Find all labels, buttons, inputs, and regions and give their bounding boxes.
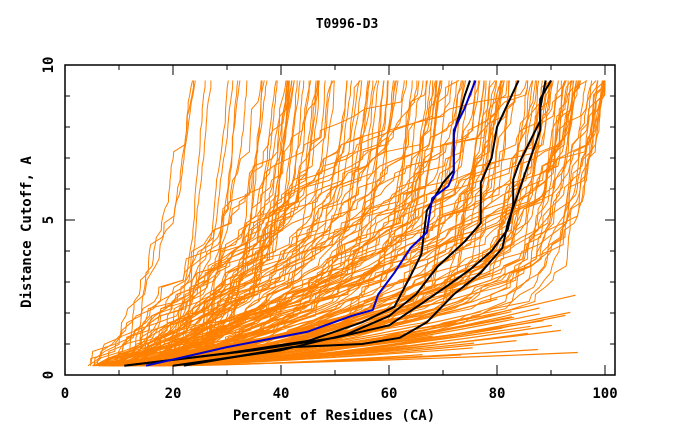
background-model-curve — [169, 80, 487, 367]
background-model-curve — [150, 80, 606, 367]
background-model-curve — [98, 80, 334, 367]
background-model-curve — [152, 80, 268, 367]
background-model-curve — [106, 80, 569, 367]
black-model-4-curve — [183, 80, 547, 367]
background-model-curve — [124, 80, 597, 367]
background-model-curve — [118, 80, 428, 366]
background-model-curve — [93, 80, 418, 367]
background-model-curve — [111, 80, 588, 367]
background-model-curve — [160, 80, 579, 367]
background-model-curve — [154, 80, 301, 366]
background-model-curve — [130, 80, 287, 366]
background-model-curve — [143, 80, 572, 367]
x-tick-label: 0 — [61, 386, 69, 402]
background-model-curve — [164, 80, 577, 367]
y-axis-label: Distance Cutoff, A — [19, 156, 35, 308]
background-model-curve — [196, 80, 310, 367]
background-model-curve — [111, 80, 504, 367]
background-model-curve — [98, 80, 604, 367]
background-model-curve — [176, 80, 293, 366]
background-model-curve — [119, 80, 606, 367]
background-model-curve — [121, 80, 196, 366]
x-axis-label: Percent of Residues (CA) — [233, 408, 435, 424]
x-axis: 0 20 40 60 80 100 — [61, 65, 618, 402]
background-model-curve — [169, 80, 363, 367]
background-model-curve — [186, 80, 508, 367]
background-model-curve — [100, 315, 269, 367]
background-model-curve — [143, 340, 517, 367]
x-tick-label: 100 — [592, 386, 617, 402]
background-model-curve — [124, 80, 361, 367]
background-model-curve — [123, 80, 194, 366]
background-model-curve — [112, 80, 278, 367]
background-model-curve — [158, 80, 437, 367]
background-model-curve — [169, 80, 547, 367]
background-model-curve — [87, 80, 290, 367]
background-model-curve — [154, 80, 434, 367]
background-model-curve — [97, 299, 292, 367]
highlighted-model-curves — [124, 79, 552, 367]
background-model-curve — [104, 80, 399, 366]
y-tick-label: 10 — [41, 57, 57, 74]
background-model-curve — [141, 80, 518, 367]
background-model-curve — [168, 80, 606, 367]
background-model-curve — [93, 80, 319, 367]
background-model-curve — [157, 80, 485, 367]
x-tick-label: 80 — [489, 386, 506, 402]
chart-title: T0996-D3 — [316, 17, 379, 32]
blue-model-curve — [145, 80, 477, 367]
background-model-curve — [102, 80, 262, 367]
background-model-curve — [164, 80, 505, 367]
black-model-3-curve — [124, 79, 552, 367]
background-model-curve — [147, 80, 348, 367]
background-model-curve — [116, 80, 405, 366]
y-axis: 0 5 10 — [41, 57, 615, 379]
background-model-curve — [95, 80, 575, 367]
background-model-curve — [126, 300, 229, 367]
background-model-curve — [171, 80, 537, 367]
background-model-curve — [145, 348, 538, 367]
background-model-curve — [93, 80, 603, 367]
background-model-curve — [95, 80, 305, 367]
background-model-curve — [111, 80, 298, 367]
background-model-curve — [115, 80, 326, 366]
background-model-curve — [180, 80, 335, 366]
background-model-curve — [156, 80, 229, 366]
x-tick-label: 60 — [381, 386, 398, 402]
background-model-curve — [141, 80, 289, 366]
background-model-curve — [159, 80, 465, 367]
y-tick-label: 0 — [41, 371, 57, 379]
y-tick-label: 5 — [41, 216, 57, 224]
x-tick-label: 40 — [273, 386, 290, 402]
background-model-curves — [87, 80, 606, 367]
background-model-curve — [129, 80, 605, 367]
x-tick-label: 20 — [165, 386, 182, 402]
background-model-curve — [161, 80, 475, 367]
